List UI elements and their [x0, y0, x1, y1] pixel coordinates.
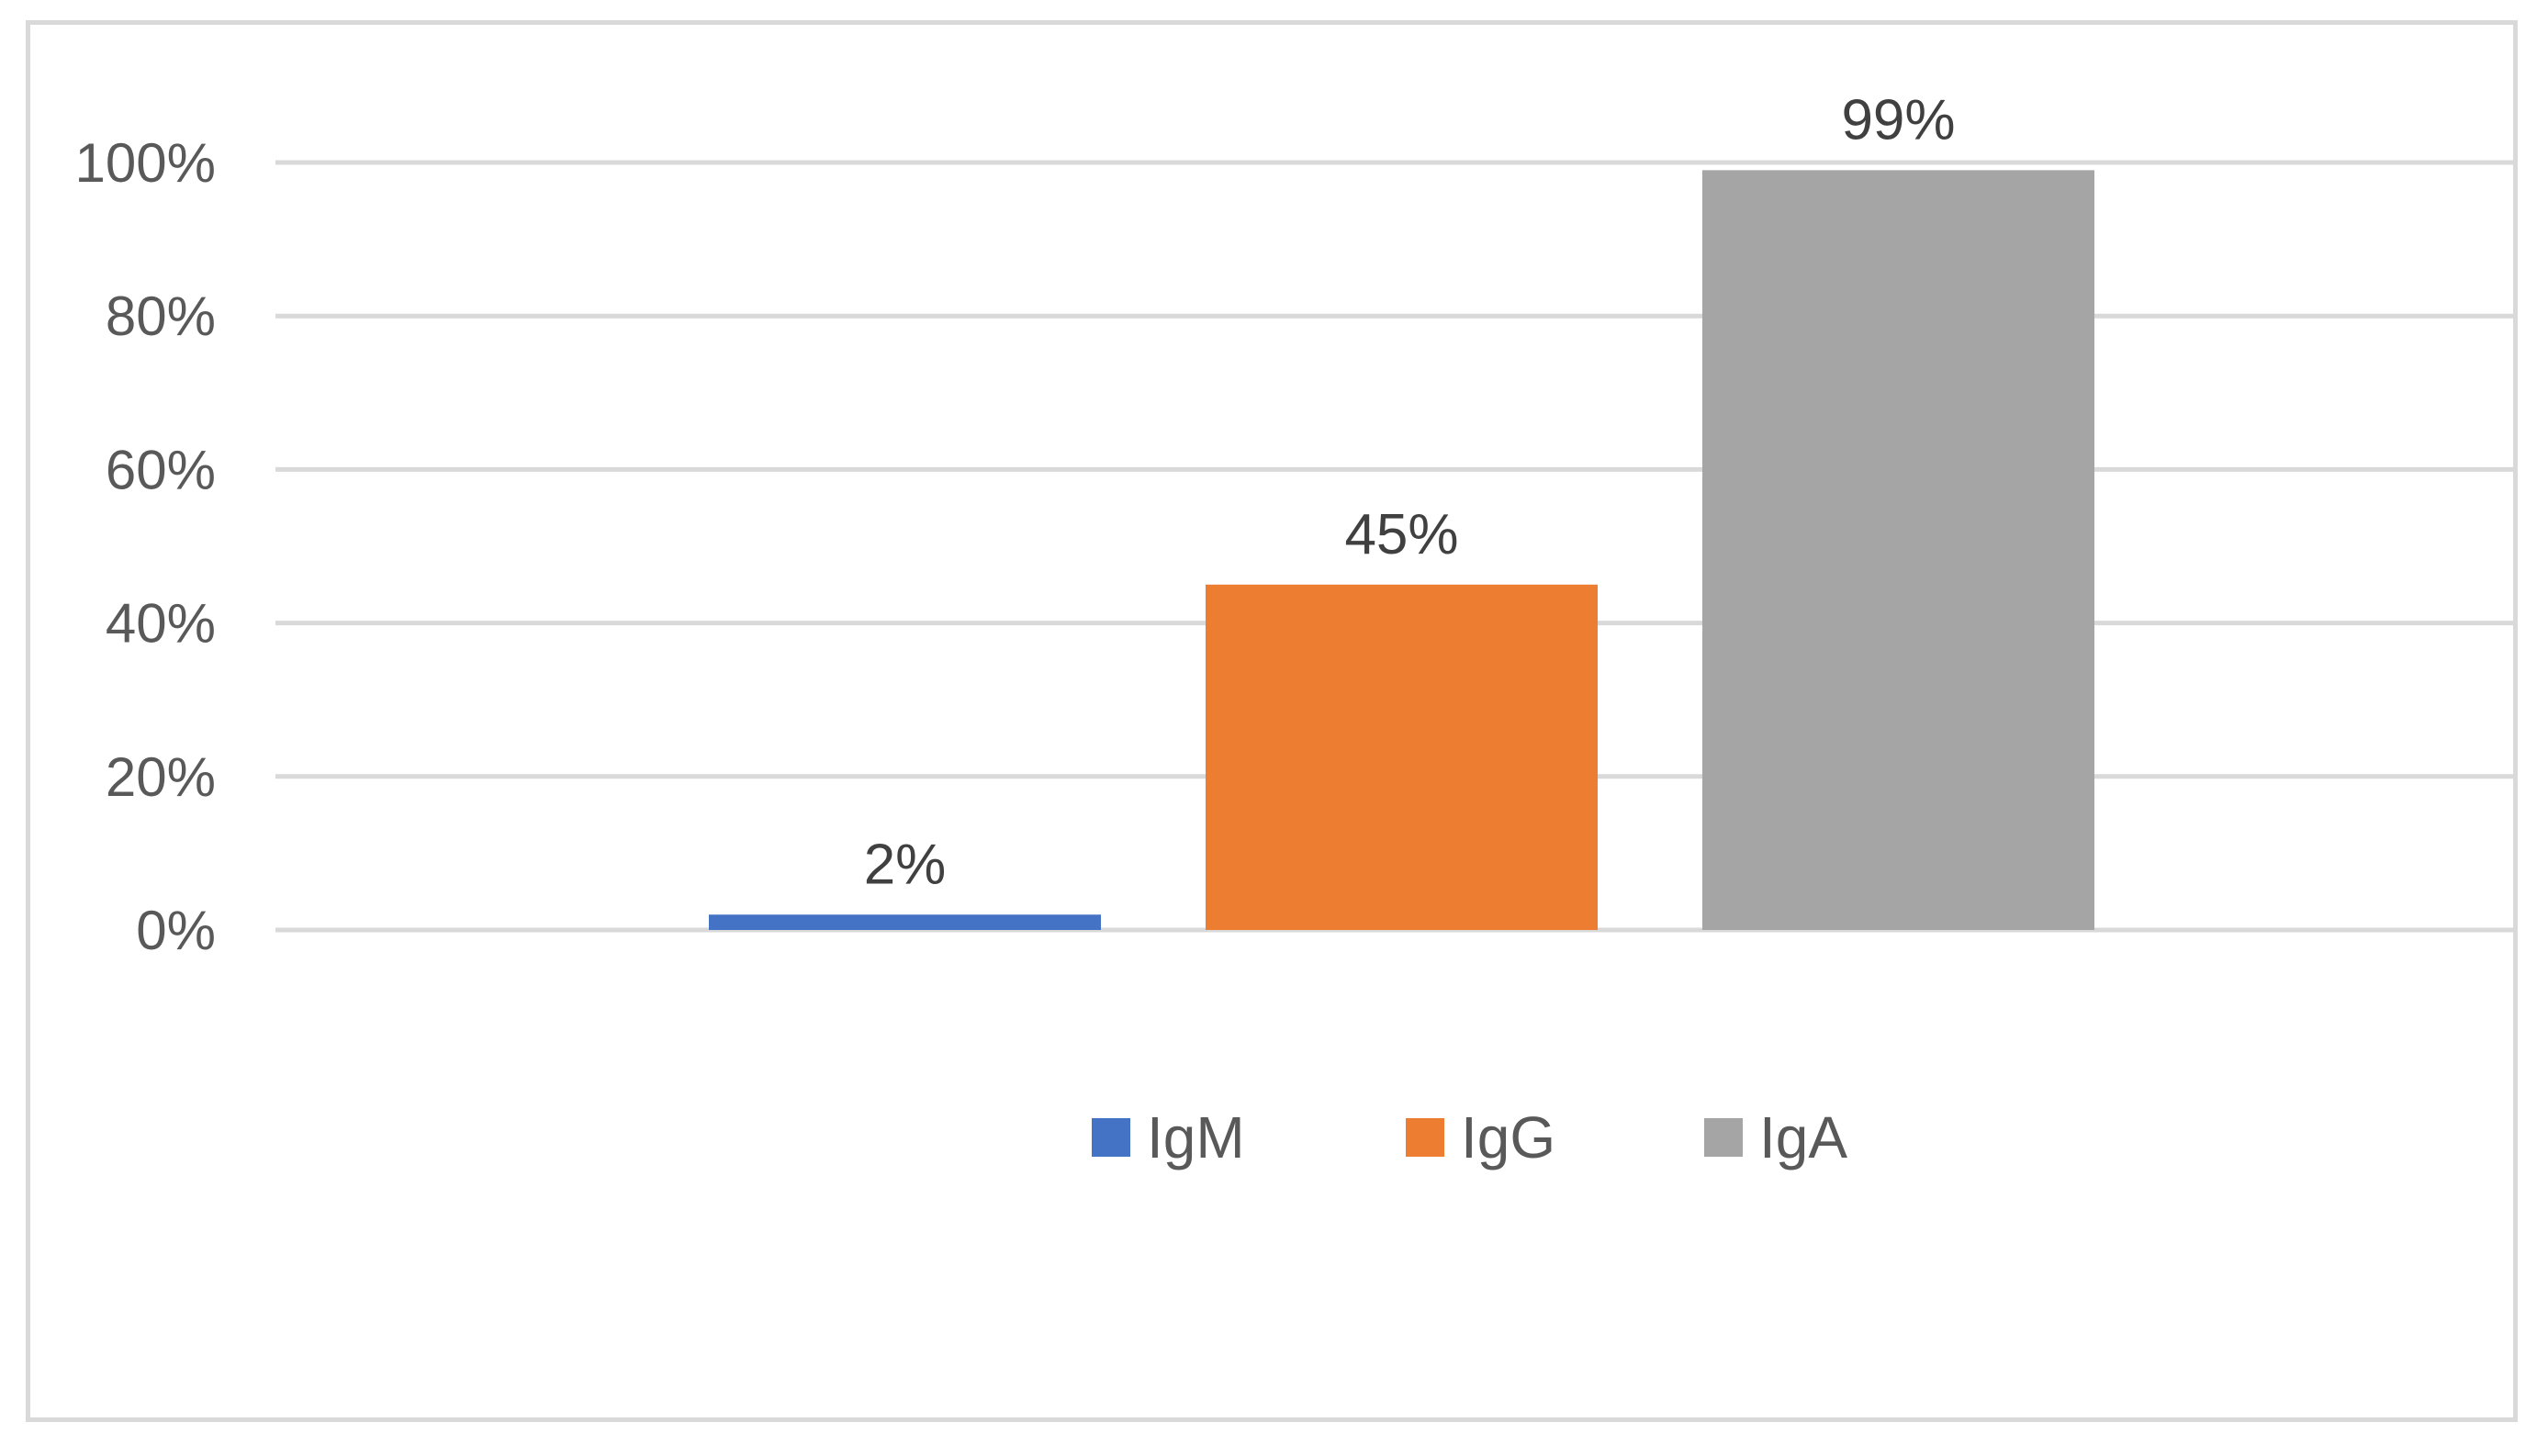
- y-tick-label: 60%: [106, 439, 216, 500]
- bar-igg: [1206, 584, 1598, 930]
- y-tick-label: 40%: [106, 593, 216, 655]
- legend-label-igm: IgM: [1147, 1104, 1245, 1170]
- legend-swatch-iga: [1704, 1118, 1743, 1157]
- data-labels: 2% 45% 99%: [864, 88, 1956, 896]
- y-axis-ticks: 0% 20% 40% 60% 80% 100%: [75, 132, 216, 961]
- y-tick-label: 0%: [136, 900, 216, 961]
- data-label-igm: 2%: [864, 833, 947, 896]
- legend-swatch-igm: [1092, 1118, 1130, 1157]
- y-tick-label: 100%: [75, 132, 216, 194]
- legend-label-igg: IgG: [1461, 1104, 1555, 1170]
- y-tick-label: 80%: [106, 286, 216, 347]
- gridlines: [275, 160, 2518, 933]
- data-label-iga: 99%: [1841, 88, 1955, 151]
- legend-swatch-igg: [1406, 1118, 1444, 1157]
- y-tick-label: 20%: [106, 746, 216, 808]
- bar-iga: [1702, 170, 2094, 931]
- bar-igm: [709, 914, 1101, 930]
- data-label-igg: 45%: [1344, 503, 1458, 566]
- bars: [709, 170, 2094, 931]
- legend: IgM IgG IgA: [1092, 1104, 1847, 1170]
- legend-label-iga: IgA: [1759, 1104, 1847, 1170]
